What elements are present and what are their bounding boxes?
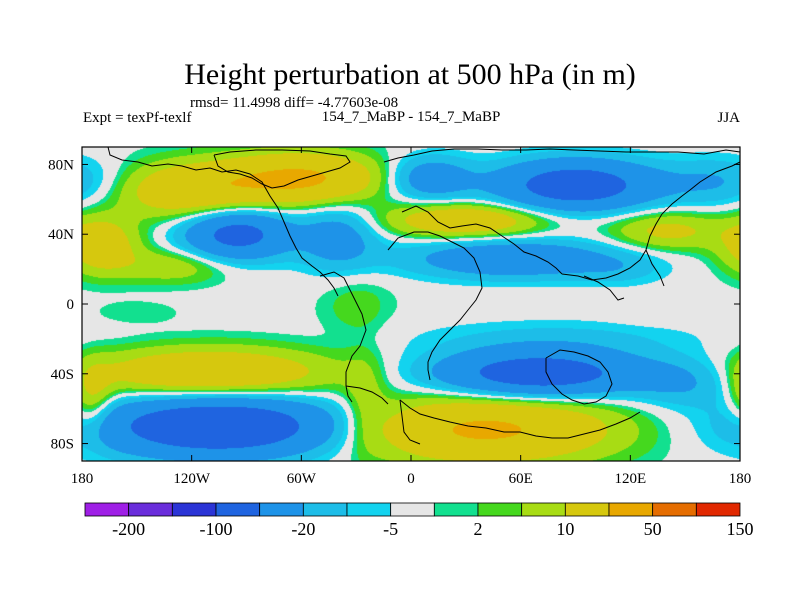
y-tick-label: 80S [51, 437, 74, 453]
case-label: 154_7_MaBP - 154_7_MaBP [322, 109, 501, 125]
y-axis: 80N 40N 0 40S 80S [48, 157, 740, 453]
contour-field [82, 147, 740, 461]
experiment-label: Expt = texPf-texlf [83, 110, 191, 126]
x-tick-label: 60W [287, 471, 317, 487]
y-tick-label: 40S [51, 367, 74, 383]
y-tick-label: 80N [48, 157, 74, 173]
colorbar-box [84, 502, 130, 517]
colorbar-label: 50 [644, 519, 662, 539]
x-axis: 180 120W 60W 0 60E 120E 180 [71, 147, 752, 487]
x-tick-label: 60E [509, 471, 533, 487]
colorbar-label: 150 [727, 519, 754, 539]
x-tick-label: 180 [729, 471, 752, 487]
colorbar-box [477, 502, 523, 517]
season-label: JJA [717, 110, 740, 126]
colorbar-label: -100 [200, 519, 233, 539]
colorbar-label: 2 [474, 519, 483, 539]
x-tick-label: 120E [614, 471, 646, 487]
x-tick-label: 120W [173, 471, 211, 487]
y-tick-label: 0 [67, 297, 75, 313]
colorbar-box [695, 502, 741, 517]
colorbar-box [128, 502, 173, 517]
colorbar-box [346, 502, 392, 517]
colorbar-box [215, 502, 261, 517]
colorbar-box [652, 502, 697, 517]
colorbar-box [390, 502, 435, 517]
colorbar: -200 -100 -20 -5 2 10 50 150 [84, 502, 754, 539]
colorbar-label: 10 [556, 519, 574, 539]
chart-title: Height perturbation at 500 hPa (in m) [184, 58, 636, 91]
y-tick-label: 40N [48, 227, 74, 243]
colorbar-label: -200 [112, 519, 145, 539]
x-tick-label: 180 [71, 471, 94, 487]
colorbar-box [433, 502, 479, 517]
colorbar-label: -5 [383, 519, 398, 539]
colorbar-box [302, 502, 348, 517]
x-tick-label: 0 [407, 471, 415, 487]
colorbar-label: -20 [291, 519, 315, 539]
colorbar-box [564, 502, 610, 517]
colorbar-box [608, 502, 654, 517]
plot-area: 180 120W 60W 0 60E 120E 180 80N 40N 0 40S 80S [48, 146, 752, 487]
stats-line: rmsd= 11.4998 diff= -4.77603e-08 [190, 95, 398, 111]
coastline-outline [107, 146, 741, 445]
colorbar-box [259, 502, 304, 517]
colorbar-box [171, 502, 217, 517]
colorbar-box [521, 502, 566, 517]
